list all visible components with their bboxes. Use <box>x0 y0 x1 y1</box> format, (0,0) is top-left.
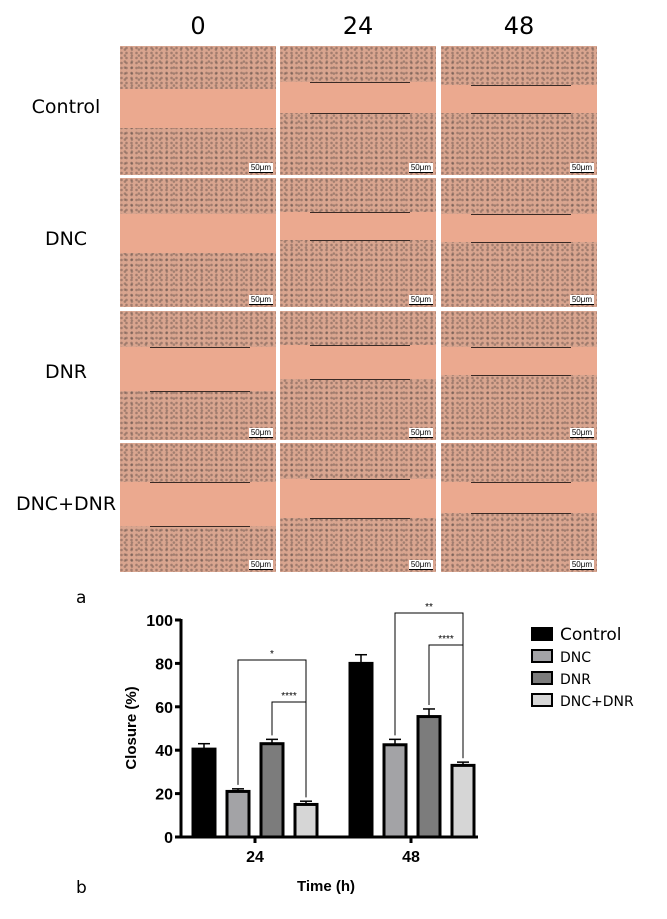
y-tick-label: 40 <box>155 743 173 760</box>
scale-bar: 50μm <box>569 295 594 305</box>
row-label-control: Control <box>31 96 101 118</box>
bar-dnc-48 <box>382 743 408 839</box>
gap-edge-line <box>471 214 571 215</box>
legend-swatch <box>531 671 553 685</box>
y-tick-label: 0 <box>164 830 173 847</box>
gap-edge-line <box>310 379 410 380</box>
wound-gap <box>280 345 436 379</box>
x-tick-label: 48 <box>402 849 420 866</box>
scale-bar: 50μm <box>569 163 594 173</box>
row-label-dnc-dnr: DNC+DNR <box>15 493 117 515</box>
gap-edge-line <box>471 513 571 514</box>
wound-gap <box>120 347 276 391</box>
micrograph-dnr-0h: 50μm <box>120 311 276 440</box>
panel-label-b: b <box>76 878 87 898</box>
wound-gap <box>120 482 276 526</box>
gap-edge-line <box>471 482 571 483</box>
y-tick-label: 20 <box>155 787 173 804</box>
y-tick-label: 100 <box>146 613 173 630</box>
significance-label: ** <box>425 602 433 613</box>
scale-bar: 50μm <box>569 560 594 570</box>
gap-edge-line <box>471 242 571 243</box>
gap-edge-line <box>310 212 410 213</box>
micrograph-control-24h: 50μm <box>280 46 436 175</box>
wound-gap <box>280 479 436 518</box>
bar-dnc-dnr-48 <box>450 763 476 839</box>
gap-edge-line <box>471 85 571 86</box>
scale-bar: 50μm <box>408 295 433 305</box>
column-header-48: 48 <box>503 12 535 40</box>
scale-bar: 50μm <box>408 163 433 173</box>
row-label-dnc: DNC <box>44 228 88 250</box>
gap-edge-line <box>150 391 250 392</box>
scale-bar: 50μm <box>248 163 273 173</box>
legend-swatch <box>531 627 553 641</box>
micrograph-dnr-24h: 50μm <box>280 311 436 440</box>
legend-label-dnc-dnr: DNC+DNR <box>560 694 634 710</box>
micrograph-dnc-dnr-24h: 50μm <box>280 443 436 572</box>
wound-gap <box>280 82 436 113</box>
x-tick-label: 24 <box>246 849 264 866</box>
micrograph-control-0h: 50μm <box>120 46 276 175</box>
micrograph-dnr-48h: 50μm <box>441 311 597 440</box>
micrograph-control-48h: 50μm <box>441 46 597 175</box>
wound-gap <box>120 214 276 253</box>
gap-edge-line <box>471 375 571 376</box>
legend-label-control: Control <box>560 625 621 645</box>
gap-edge-line <box>150 347 250 348</box>
bar-dnc-dnr-24 <box>293 802 319 839</box>
column-header-0: 0 <box>190 12 206 40</box>
scale-bar: 50μm <box>408 560 433 570</box>
gap-edge-line <box>471 347 571 348</box>
column-header-24: 24 <box>342 12 374 40</box>
x-axis-label: Time (h) <box>297 878 355 895</box>
wound-gap <box>441 347 597 375</box>
significance-label: **** <box>438 634 454 645</box>
wound-gap <box>441 85 597 113</box>
bar-control-48 <box>348 661 374 839</box>
scale-bar: 50μm <box>248 428 273 438</box>
scale-bar: 50μm <box>248 560 273 570</box>
bar-dnr-48 <box>416 715 442 839</box>
legend-swatch <box>531 649 553 663</box>
wound-gap <box>280 212 436 240</box>
bar-control-24 <box>191 747 217 839</box>
y-tick-label: 80 <box>155 656 173 673</box>
gap-edge-line <box>471 113 571 114</box>
scale-bar: 50μm <box>569 428 594 438</box>
micrograph-dnc-dnr-0h: 50μm <box>120 443 276 572</box>
panel-label-a: a <box>76 588 87 608</box>
wound-gap <box>441 482 597 513</box>
gap-edge-line <box>150 526 250 527</box>
significance-bracket <box>271 701 307 798</box>
gap-edge-line <box>310 113 410 114</box>
gap-edge-line <box>310 345 410 346</box>
gap-edge-line <box>150 482 250 483</box>
y-tick-label: 60 <box>155 700 173 717</box>
legend-swatch <box>531 693 553 707</box>
significance-bracket <box>428 644 464 759</box>
gap-edge-line <box>310 518 410 519</box>
legend-label-dnr: DNR <box>560 672 591 688</box>
legend-label-dnc: DNC <box>560 650 591 666</box>
gap-edge-line <box>310 82 410 83</box>
y-axis-label: Closure (%) <box>123 686 140 769</box>
micrograph-dnc-24h: 50μm <box>280 178 436 307</box>
gap-edge-line <box>310 240 410 241</box>
row-label-dnr: DNR <box>44 361 88 383</box>
gap-edge-line <box>310 479 410 480</box>
scale-bar: 50μm <box>248 295 273 305</box>
bar-dnr-24 <box>259 742 285 839</box>
significance-label: **** <box>281 691 297 702</box>
wound-gap <box>120 89 276 128</box>
significance-label: * <box>270 649 274 660</box>
micrograph-dnc-0h: 50μm <box>120 178 276 307</box>
bar-dnc-24 <box>225 789 251 839</box>
micrograph-dnc-48h: 50μm <box>441 178 597 307</box>
micrograph-dnc-dnr-48h: 50μm <box>441 443 597 572</box>
scale-bar: 50μm <box>408 428 433 438</box>
wound-gap <box>441 214 597 242</box>
